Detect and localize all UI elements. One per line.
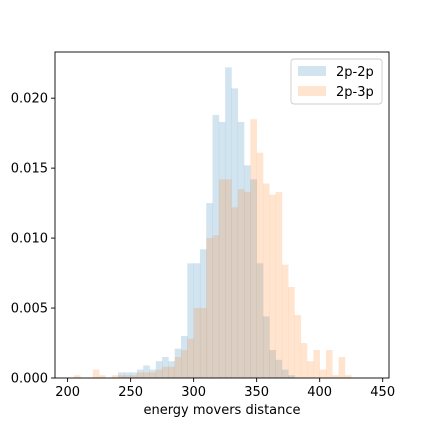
bar-2p-3p-38 xyxy=(332,375,339,378)
bar-2p-3p-20 xyxy=(218,179,226,378)
bar-2p-2p-15 xyxy=(212,114,220,379)
bar-2p-3p-37 xyxy=(325,350,333,378)
bar-2p-3p-1 xyxy=(92,369,100,378)
bar-2p-2p-17 xyxy=(225,67,232,378)
bar-2p-2p-7 xyxy=(162,357,169,378)
bar-2p-2p-12 xyxy=(193,263,201,378)
bar-2p-2p-3 xyxy=(136,369,144,378)
bar-2p-3p-33 xyxy=(300,343,308,378)
bar-2p-3p-19 xyxy=(212,235,220,378)
bar-2p-3p-28 xyxy=(269,194,276,378)
bar-2p-2p-14 xyxy=(206,203,213,378)
x-tick-label: 250 xyxy=(118,385,143,400)
legend: 2p-2p 2p-3p xyxy=(290,58,383,105)
bars-layer xyxy=(73,67,352,379)
bar-2p-3p-16 xyxy=(193,308,201,378)
x-axis-title: energy movers distance xyxy=(143,403,300,418)
bar-2p-3p-22 xyxy=(231,207,239,378)
bar-2p-3p-2 xyxy=(99,375,106,378)
bar-2p-3p-11 xyxy=(162,366,169,378)
bar-2p-2p-18 xyxy=(231,88,239,378)
bar-2p-3p-34 xyxy=(307,361,314,378)
x-tick-label: 400 xyxy=(307,385,332,400)
bar-2p-3p-29 xyxy=(275,191,283,378)
bar-2p-3p-32 xyxy=(294,315,302,378)
x-tick-label: 200 xyxy=(55,385,80,400)
bar-2p-2p-19 xyxy=(237,121,245,379)
bar-2p-2p-9 xyxy=(174,348,182,378)
bar-2p-3p-30 xyxy=(281,264,289,378)
bar-2p-2p-1 xyxy=(124,372,131,378)
bar-2p-2p-8 xyxy=(168,361,176,378)
bar-2p-3p-31 xyxy=(288,287,295,378)
bar-2p-3p-39 xyxy=(338,357,346,378)
bar-2p-2p-23 xyxy=(262,316,270,378)
bar-2p-3p-21 xyxy=(225,179,232,378)
bar-2p-3p-9 xyxy=(149,372,157,378)
bar-2p-3p-13 xyxy=(174,357,182,378)
legend-swatch-2p-2p xyxy=(298,66,326,76)
y-tick-label: 0.020 xyxy=(11,92,48,107)
x-tick-label: 450 xyxy=(370,385,395,400)
bar-2p-2p-16 xyxy=(218,121,226,379)
series-2p-3p xyxy=(73,119,352,378)
series-2p-2p xyxy=(118,67,295,379)
bar-2p-3p-12 xyxy=(168,366,176,378)
legend-box xyxy=(290,58,383,105)
legend-swatch-2p-3p xyxy=(298,86,326,96)
bar-2p-2p-21 xyxy=(250,179,257,378)
bar-2p-3p-10 xyxy=(155,369,163,378)
bar-2p-3p-40 xyxy=(344,375,352,378)
bar-2p-2p-20 xyxy=(244,165,251,378)
bar-2p-2p-26 xyxy=(281,369,289,378)
bar-2p-3p-7 xyxy=(136,372,144,378)
legend-label-2p-2p: 2p-2p xyxy=(336,65,374,80)
bar-2p-3p-18 xyxy=(206,238,213,378)
bar-2p-3p-14 xyxy=(181,350,188,378)
bar-2p-2p-27 xyxy=(288,375,295,378)
bar-2p-3p-25 xyxy=(250,119,257,378)
bar-2p-2p-13 xyxy=(199,249,207,378)
bar-2p-3p-36 xyxy=(319,369,327,378)
y-tick-label: 0.000 xyxy=(11,372,48,387)
bar-2p-3p-35 xyxy=(313,350,320,378)
bar-2p-3p-8 xyxy=(143,372,150,378)
bar-2p-2p-10 xyxy=(181,336,188,378)
bar-2p-2p-11 xyxy=(187,263,194,378)
axis-layer: 200 250 300 350 400 450 0.000 0.005 0.010 0.015 0.… xyxy=(11,92,395,400)
bar-2p-2p-24 xyxy=(269,350,276,378)
bar-2p-3p-3 xyxy=(111,375,119,378)
bar-2p-3p-5 xyxy=(124,375,131,378)
bar-2p-3p-6 xyxy=(130,375,138,378)
bar-2p-3p-26 xyxy=(256,152,264,378)
legend-label-2p-3p: 2p-3p xyxy=(336,85,374,100)
bar-2p-2p-25 xyxy=(275,359,283,378)
bar-2p-3p-17 xyxy=(199,308,207,378)
y-tick-label: 0.010 xyxy=(11,232,48,247)
bar-2p-2p-5 xyxy=(149,369,157,378)
bar-2p-2p-4 xyxy=(143,365,150,378)
plot-frame xyxy=(54,51,390,379)
x-tick-label: 300 xyxy=(181,385,206,400)
bar-2p-2p-2 xyxy=(130,372,138,378)
bar-2p-3p-15 xyxy=(187,338,194,378)
bar-2p-3p-27 xyxy=(262,183,270,378)
bar-2p-2p-6 xyxy=(155,361,163,378)
y-tick-label: 0.015 xyxy=(11,162,48,177)
y-tick-label: 0.005 xyxy=(11,302,48,317)
bar-2p-3p-0 xyxy=(73,375,81,378)
bar-2p-3p-4 xyxy=(118,375,125,378)
bar-2p-2p-22 xyxy=(256,263,264,378)
bar-2p-3p-23 xyxy=(237,189,245,378)
bar-2p-2p-0 xyxy=(118,372,125,378)
bar-2p-3p-24 xyxy=(244,191,251,378)
x-tick-label: 350 xyxy=(244,385,269,400)
